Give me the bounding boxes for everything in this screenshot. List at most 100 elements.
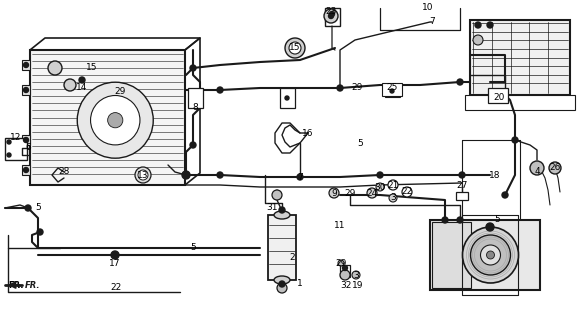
Text: 19: 19 <box>352 281 364 290</box>
Circle shape <box>7 140 11 144</box>
Circle shape <box>48 61 62 75</box>
Bar <box>325 10 339 22</box>
Circle shape <box>111 251 119 259</box>
Text: 2: 2 <box>289 253 295 262</box>
Text: 25: 25 <box>386 84 398 92</box>
Circle shape <box>389 194 397 202</box>
Circle shape <box>77 82 153 158</box>
Circle shape <box>463 227 518 283</box>
Circle shape <box>388 180 398 190</box>
Circle shape <box>457 217 463 223</box>
Circle shape <box>297 174 303 180</box>
Text: FR.: FR. <box>25 281 40 290</box>
Text: 8: 8 <box>192 103 198 113</box>
Text: 18: 18 <box>489 171 501 180</box>
Circle shape <box>23 62 29 68</box>
Circle shape <box>279 281 285 287</box>
Text: 17: 17 <box>109 259 121 268</box>
Text: 32: 32 <box>340 281 352 290</box>
Circle shape <box>23 138 29 142</box>
Circle shape <box>190 142 196 148</box>
Circle shape <box>402 187 412 197</box>
Text: 10: 10 <box>422 3 433 12</box>
Text: 20: 20 <box>493 92 505 101</box>
Circle shape <box>352 271 360 279</box>
Circle shape <box>473 35 483 45</box>
Circle shape <box>340 270 350 280</box>
Text: 7: 7 <box>297 172 303 181</box>
Text: 1: 1 <box>297 278 303 287</box>
Bar <box>22 165 30 175</box>
Bar <box>382 83 402 96</box>
Circle shape <box>470 235 511 275</box>
Circle shape <box>289 42 301 54</box>
Text: 24: 24 <box>366 188 378 197</box>
Text: 4: 4 <box>534 167 540 177</box>
Circle shape <box>217 172 223 178</box>
Circle shape <box>329 188 339 198</box>
Bar <box>432 222 470 288</box>
Circle shape <box>138 170 148 180</box>
Text: 22: 22 <box>401 188 412 196</box>
Circle shape <box>285 38 305 58</box>
Circle shape <box>367 188 377 198</box>
Circle shape <box>217 87 223 93</box>
Text: 6: 6 <box>25 143 31 153</box>
Text: 3: 3 <box>353 270 359 279</box>
Text: 5: 5 <box>35 204 41 212</box>
Circle shape <box>324 9 338 23</box>
Circle shape <box>190 65 196 71</box>
Bar <box>268 215 296 280</box>
Bar <box>340 265 350 277</box>
Bar <box>22 85 30 95</box>
Bar <box>280 88 295 108</box>
Text: 13: 13 <box>137 171 149 180</box>
Text: 15: 15 <box>86 63 98 73</box>
Circle shape <box>91 95 140 145</box>
Text: 29: 29 <box>352 84 363 92</box>
Circle shape <box>135 167 151 183</box>
Circle shape <box>79 77 85 83</box>
Text: 16: 16 <box>302 129 314 138</box>
Text: 30: 30 <box>374 182 386 191</box>
Circle shape <box>480 245 501 265</box>
Circle shape <box>37 229 43 235</box>
Text: 26: 26 <box>549 164 560 172</box>
Circle shape <box>25 205 31 211</box>
Circle shape <box>459 172 465 178</box>
Text: 21: 21 <box>387 180 399 189</box>
Circle shape <box>376 183 384 191</box>
Bar <box>22 135 30 145</box>
Bar <box>488 88 508 103</box>
Bar <box>385 85 400 97</box>
Circle shape <box>279 207 285 213</box>
Circle shape <box>390 89 394 93</box>
Circle shape <box>329 12 335 17</box>
Circle shape <box>337 85 343 91</box>
Circle shape <box>457 79 463 85</box>
Circle shape <box>277 283 287 293</box>
Bar <box>5 138 27 160</box>
Circle shape <box>530 161 544 175</box>
Circle shape <box>23 87 29 92</box>
Circle shape <box>108 113 123 128</box>
Circle shape <box>487 22 493 28</box>
Bar <box>470 20 570 95</box>
Text: 29: 29 <box>335 259 347 268</box>
Circle shape <box>23 167 29 172</box>
Bar <box>22 60 30 70</box>
Circle shape <box>7 153 11 157</box>
Ellipse shape <box>274 211 290 219</box>
Text: FR.: FR. <box>8 281 23 290</box>
Text: 27: 27 <box>456 180 467 189</box>
Circle shape <box>329 13 333 19</box>
Text: 3: 3 <box>390 194 396 203</box>
Bar <box>430 220 540 290</box>
Text: 29: 29 <box>114 86 126 95</box>
Circle shape <box>475 22 481 28</box>
Text: 5: 5 <box>494 215 500 225</box>
Circle shape <box>512 137 518 143</box>
Bar <box>30 50 185 185</box>
Circle shape <box>487 251 494 259</box>
Text: 5: 5 <box>357 139 363 148</box>
